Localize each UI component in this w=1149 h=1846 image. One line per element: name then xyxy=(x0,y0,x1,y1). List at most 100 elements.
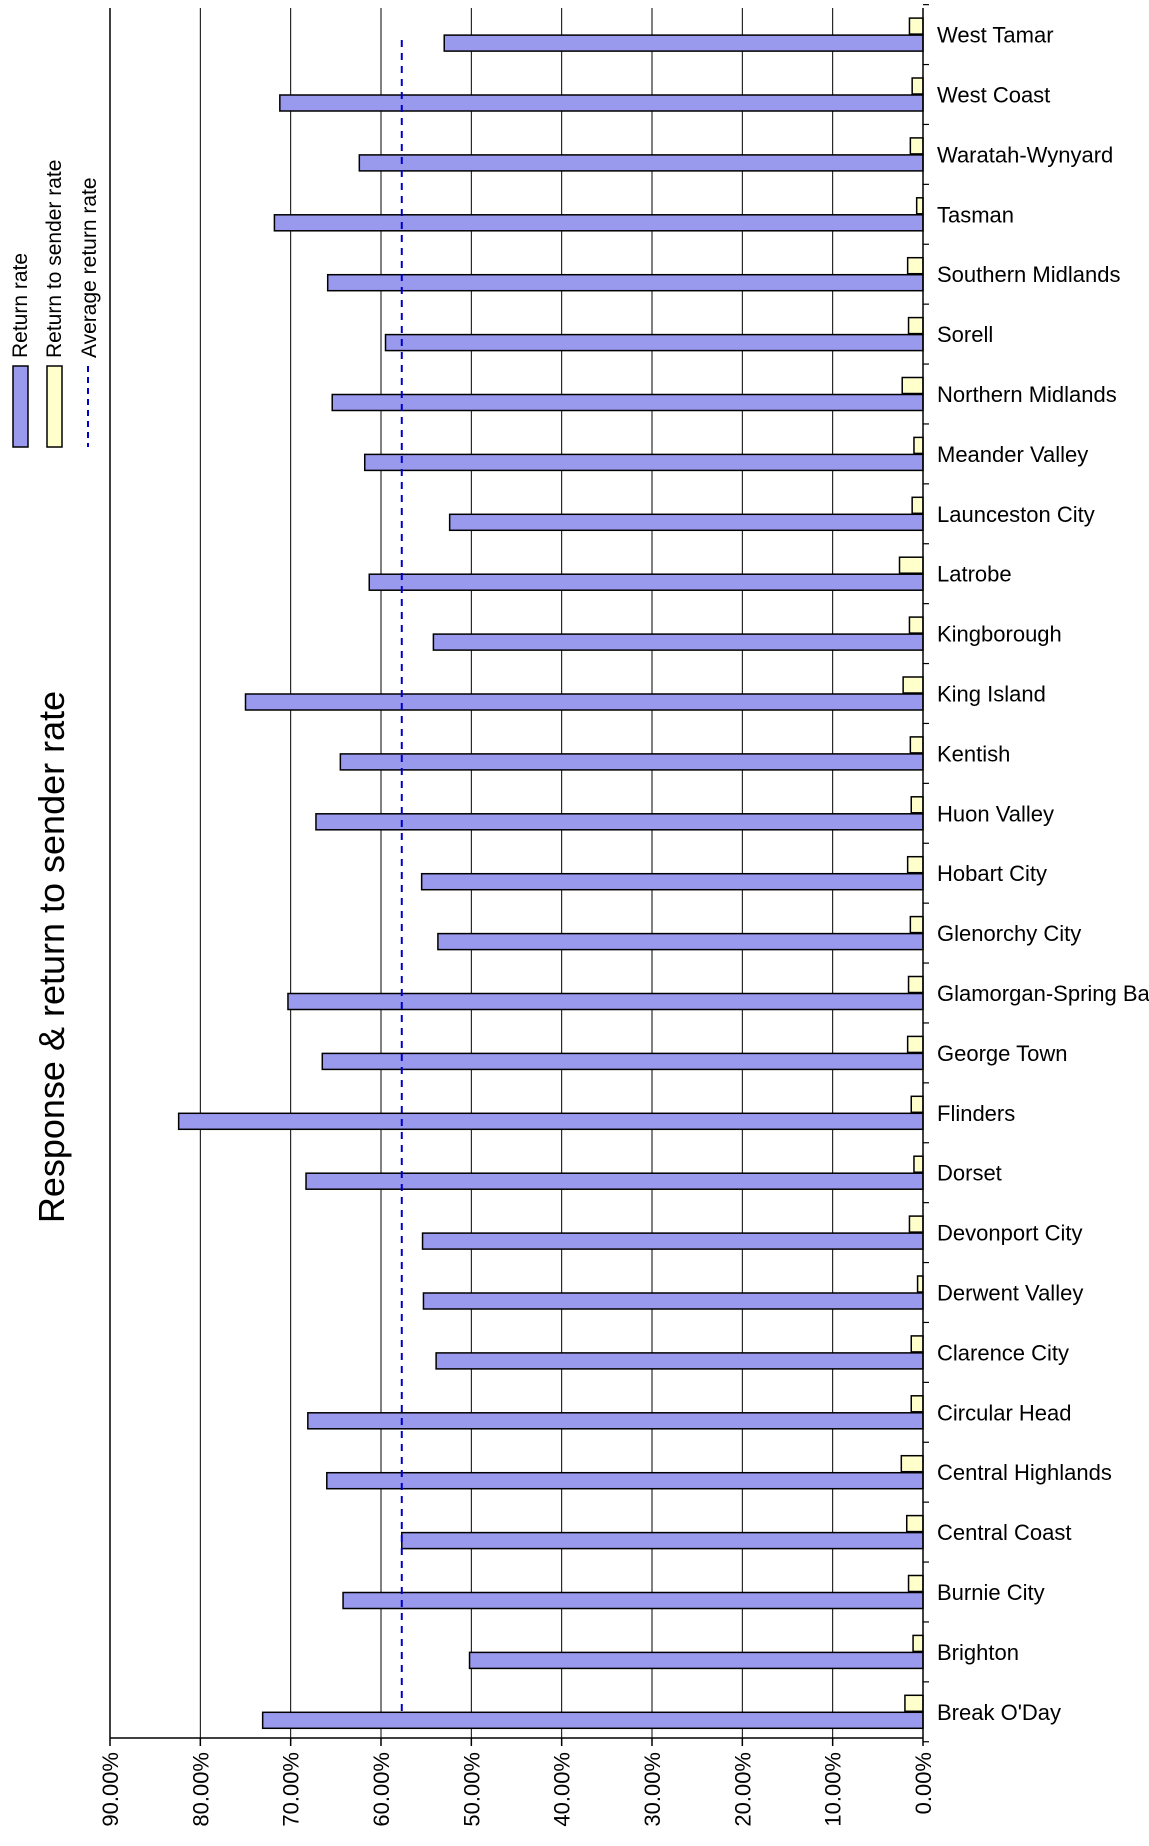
category-label-king-island: King Island xyxy=(937,682,1046,707)
bar-return-to-sender-launceston-city xyxy=(911,496,924,515)
category-labels: West Tamar West Coast Waratah-Wynyard Tasma… xyxy=(937,23,1149,1725)
bars xyxy=(177,17,924,1730)
bar-return-to-sender-west-tamar xyxy=(908,17,924,35)
legend-swatch-return-to-sender xyxy=(46,365,63,448)
category-label-meander-valley: Meander Valley xyxy=(937,442,1088,467)
bar-return-to-sender-circular-head xyxy=(910,1395,924,1413)
category-label-tasman: Tasman xyxy=(937,202,1014,227)
bar-return-to-sender-central-coast xyxy=(905,1514,924,1533)
bar-return-to-sender-dorset xyxy=(913,1155,924,1173)
category-label-kingborough: Kingborough xyxy=(937,622,1062,647)
bar-return-rate-launceston-city xyxy=(448,513,924,532)
bar-return-to-sender-west-coast xyxy=(911,77,924,95)
category-label-southern-midlands: Southern Midlands xyxy=(937,262,1120,287)
category-label-waratah-wynyard: Waratah-Wynyard xyxy=(937,142,1113,167)
bar-return-to-sender-brighton xyxy=(912,1634,924,1653)
bar-return-rate-latrobe xyxy=(368,573,924,591)
tick-labels: 0.00% 10.00% 20.00% 30.00% 40.00% 50.00% 60.00… xyxy=(98,1752,936,1827)
bar-return-to-sender-glamorgan-spring-bay xyxy=(907,975,924,994)
category-label-launceston-city: Launceston City xyxy=(937,502,1095,527)
x-tick-label-4: 40.00% xyxy=(550,1752,575,1827)
bar-return-to-sender-glenorchy-city xyxy=(909,915,924,934)
bar-return-rate-kingborough xyxy=(432,633,924,651)
category-label-brighton: Brighton xyxy=(937,1640,1019,1665)
bar-return-rate-clarence-city xyxy=(435,1352,924,1370)
bar-return-rate-central-highlands xyxy=(326,1471,924,1490)
bar-return-to-sender-hobart-city xyxy=(906,855,924,874)
bar-return-to-sender-kingborough xyxy=(908,616,924,634)
category-label-central-highlands: Central Highlands xyxy=(937,1460,1112,1485)
bar-return-rate-break-o-day xyxy=(261,1711,924,1730)
bar-return-rate-west-coast xyxy=(279,94,924,112)
category-label-devonport-city: Devonport City xyxy=(937,1221,1083,1246)
bar-return-to-sender-kentish xyxy=(909,736,924,754)
bar-return-rate-southern-midlands xyxy=(326,273,924,292)
bar-return-rate-brighton xyxy=(468,1651,924,1670)
bar-return-rate-huon-valley xyxy=(315,813,924,831)
bar-return-rate-hobart-city xyxy=(420,872,924,891)
bar-return-rate-king-island xyxy=(244,693,924,711)
category-label-west-coast: West Coast xyxy=(937,83,1050,108)
category-label-glamorgan-spring-bay: Glamorgan-Spring Bay xyxy=(937,981,1149,1006)
category-label-kentish: Kentish xyxy=(937,741,1010,766)
bar-return-to-sender-latrobe xyxy=(898,556,924,574)
bar-return-to-sender-flinders xyxy=(910,1095,924,1114)
x-tick-label-5: 50.00% xyxy=(459,1752,484,1827)
category-label-flinders: Flinders xyxy=(937,1101,1015,1126)
bar-return-rate-tasman xyxy=(273,214,924,232)
category-label-george-town: George Town xyxy=(937,1041,1067,1066)
category-label-central-coast: Central Coast xyxy=(937,1520,1072,1545)
bar-return-to-sender-huon-valley xyxy=(910,796,924,814)
bar-return-rate-george-town xyxy=(321,1052,924,1071)
category-label-latrobe: Latrobe xyxy=(937,562,1012,587)
bar-return-rate-circular-head xyxy=(307,1412,924,1430)
bar-return-to-sender-derwent-valley xyxy=(916,1275,924,1293)
bar-return-rate-flinders xyxy=(177,1112,924,1131)
chart-title: Response & return to sender rate xyxy=(31,691,72,1223)
bar-return-to-sender-break-o-day xyxy=(904,1694,924,1713)
category-label-sorell: Sorell xyxy=(937,322,993,347)
bar-return-rate-northern-midlands xyxy=(331,393,924,412)
bar-return-to-sender-sorell xyxy=(907,316,924,335)
bar-return-rate-burnie-city xyxy=(342,1591,924,1610)
category-label-break-o-day: Break O'Day xyxy=(937,1700,1061,1725)
category-label-derwent-valley: Derwent Valley xyxy=(937,1281,1083,1306)
category-label-clarence-city: Clarence City xyxy=(937,1340,1069,1365)
bar-return-to-sender-central-highlands xyxy=(900,1454,924,1473)
bar-return-rate-devonport-city xyxy=(421,1232,924,1250)
x-tick-label-7: 70.00% xyxy=(279,1752,304,1827)
x-tick-label-2: 20.00% xyxy=(730,1752,755,1827)
x-tick-label-9: 90.00% xyxy=(98,1752,123,1827)
bar-return-to-sender-devonport-city xyxy=(908,1215,924,1233)
legend-label-return-rate: Return rate xyxy=(9,253,32,358)
x-tick-label-0: 0.00% xyxy=(911,1752,936,1814)
bar-return-rate-waratah-wynyard xyxy=(358,154,924,172)
category-label-burnie-city: Burnie City xyxy=(937,1580,1045,1605)
bar-return-rate-derwent-valley xyxy=(422,1292,924,1310)
bar-return-to-sender-southern-midlands xyxy=(906,256,924,275)
legend-label-return-to-sender: Return to sender rate xyxy=(43,160,66,358)
x-tick-label-1: 10.00% xyxy=(821,1752,846,1827)
bar-return-rate-glamorgan-spring-bay xyxy=(287,992,924,1011)
bar-return-rate-kentish xyxy=(339,753,924,771)
bar-return-to-sender-king-island xyxy=(902,676,924,694)
legend-label-average: Average return rate xyxy=(78,177,101,358)
legend: Return rate Return to sender rate Averag… xyxy=(9,160,101,448)
category-label-circular-head: Circular Head xyxy=(937,1400,1072,1425)
bar-return-rate-glenorchy-city xyxy=(437,932,924,951)
bar-return-to-sender-meander-valley xyxy=(913,436,924,455)
bar-return-rate-sorell xyxy=(384,333,924,352)
x-tick-label-8: 80.00% xyxy=(188,1752,213,1827)
bar-return-to-sender-burnie-city xyxy=(907,1574,924,1593)
bar-return-to-sender-northern-midlands xyxy=(901,376,924,395)
bar-return-rate-west-tamar xyxy=(443,34,924,52)
bar-return-rate-central-coast xyxy=(401,1531,924,1550)
category-label-hobart-city: Hobart City xyxy=(937,861,1047,886)
category-label-glenorchy-city: Glenorchy City xyxy=(937,921,1081,946)
bar-return-rate-dorset xyxy=(305,1172,924,1190)
x-tick-label-3: 30.00% xyxy=(640,1752,665,1827)
category-label-west-tamar: West Tamar xyxy=(937,23,1054,48)
category-label-northern-midlands: Northern Midlands xyxy=(937,382,1117,407)
bar-return-to-sender-tasman xyxy=(915,197,924,215)
